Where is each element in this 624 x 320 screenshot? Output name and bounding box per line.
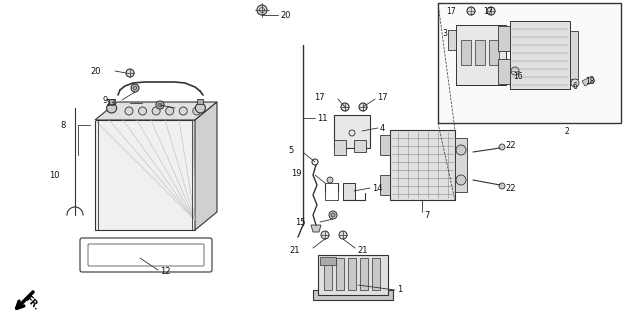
Circle shape — [467, 7, 475, 15]
Bar — [461, 40, 471, 65]
Text: 14: 14 — [372, 183, 383, 193]
Text: 22: 22 — [505, 140, 515, 149]
Text: 17: 17 — [314, 92, 325, 101]
Polygon shape — [311, 225, 321, 232]
Text: 1: 1 — [397, 285, 402, 294]
Text: 21: 21 — [357, 245, 368, 254]
Circle shape — [133, 86, 137, 90]
Circle shape — [131, 84, 139, 92]
Text: 2: 2 — [565, 126, 570, 135]
Polygon shape — [354, 140, 366, 152]
Circle shape — [359, 103, 367, 111]
Circle shape — [126, 69, 134, 77]
Circle shape — [499, 144, 505, 150]
Circle shape — [329, 211, 337, 219]
Polygon shape — [390, 130, 455, 200]
Text: FR.: FR. — [23, 294, 41, 312]
Polygon shape — [448, 30, 456, 50]
Polygon shape — [380, 175, 390, 195]
Text: 20: 20 — [280, 11, 291, 20]
Circle shape — [499, 183, 505, 189]
Polygon shape — [313, 290, 393, 300]
Text: 18: 18 — [585, 76, 595, 85]
Polygon shape — [570, 31, 578, 79]
Polygon shape — [95, 120, 195, 230]
Text: 3: 3 — [442, 28, 447, 37]
Circle shape — [166, 107, 173, 115]
Text: 5: 5 — [289, 146, 294, 155]
Circle shape — [456, 175, 466, 185]
Bar — [475, 40, 485, 65]
Text: 16: 16 — [513, 71, 523, 81]
Text: 11: 11 — [317, 114, 328, 123]
Polygon shape — [456, 25, 506, 85]
Text: 12: 12 — [160, 268, 170, 276]
Text: 8: 8 — [61, 121, 66, 130]
Polygon shape — [498, 26, 510, 51]
Text: 10: 10 — [49, 171, 60, 180]
Circle shape — [152, 107, 160, 115]
Polygon shape — [334, 115, 370, 148]
Circle shape — [341, 103, 349, 111]
Circle shape — [511, 67, 519, 75]
Polygon shape — [372, 258, 380, 290]
Circle shape — [571, 79, 579, 87]
Text: 20: 20 — [90, 67, 101, 76]
Circle shape — [321, 231, 329, 239]
Text: 22: 22 — [505, 183, 515, 193]
Polygon shape — [343, 183, 355, 200]
Bar — [438, 3, 621, 123]
Text: 6: 6 — [573, 82, 578, 91]
Polygon shape — [320, 257, 336, 265]
Circle shape — [456, 145, 466, 155]
Polygon shape — [95, 102, 217, 120]
Polygon shape — [195, 102, 217, 230]
Text: 7: 7 — [424, 211, 430, 220]
Polygon shape — [334, 140, 346, 155]
Circle shape — [107, 103, 117, 113]
Polygon shape — [380, 135, 390, 155]
Text: 15: 15 — [296, 218, 306, 227]
Circle shape — [139, 107, 147, 115]
Polygon shape — [318, 255, 388, 295]
Polygon shape — [455, 138, 467, 192]
Text: 9: 9 — [103, 95, 108, 105]
Polygon shape — [510, 21, 570, 89]
Circle shape — [339, 231, 347, 239]
Circle shape — [487, 7, 495, 15]
Circle shape — [158, 103, 162, 107]
Circle shape — [193, 107, 201, 115]
Text: 4: 4 — [380, 124, 385, 132]
Text: 17: 17 — [446, 6, 456, 15]
Circle shape — [195, 103, 205, 113]
Text: 21: 21 — [290, 245, 300, 254]
Circle shape — [327, 177, 333, 183]
Circle shape — [179, 107, 187, 115]
Bar — [489, 40, 499, 65]
Polygon shape — [336, 258, 344, 290]
Text: 17: 17 — [377, 92, 388, 101]
Circle shape — [257, 5, 267, 15]
Polygon shape — [348, 258, 356, 290]
Text: 17: 17 — [483, 6, 492, 15]
Circle shape — [156, 101, 164, 109]
Circle shape — [125, 107, 133, 115]
Text: 19: 19 — [291, 169, 302, 178]
Polygon shape — [582, 76, 595, 86]
Bar — [109, 99, 115, 104]
Polygon shape — [360, 258, 368, 290]
Bar — [197, 99, 203, 104]
Polygon shape — [324, 258, 332, 290]
Circle shape — [331, 213, 335, 217]
Text: 13: 13 — [105, 99, 116, 108]
Polygon shape — [498, 59, 510, 84]
